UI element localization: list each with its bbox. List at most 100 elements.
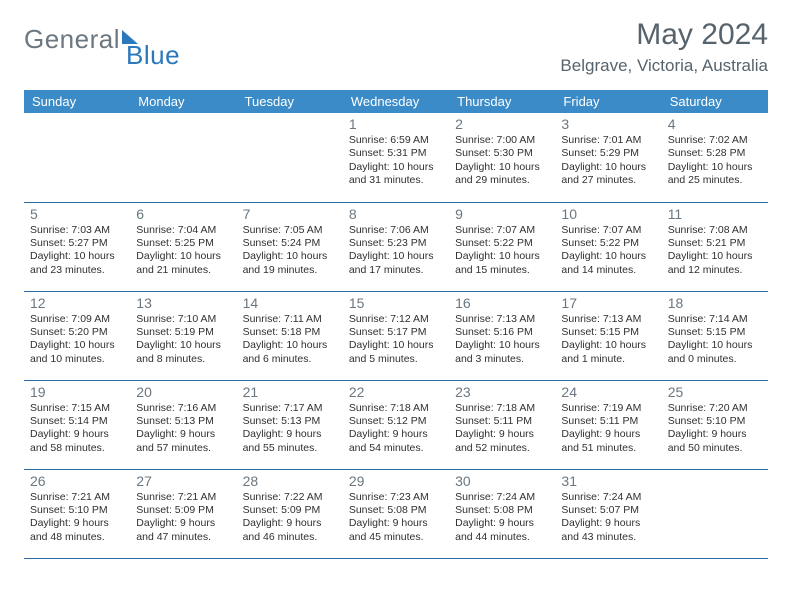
day-cell <box>662 469 768 558</box>
day-number: 8 <box>349 206 443 222</box>
day-info: Sunrise: 7:13 AMSunset: 5:16 PMDaylight:… <box>455 313 549 367</box>
day-cell <box>24 113 130 202</box>
day-info: Sunrise: 7:18 AMSunset: 5:11 PMDaylight:… <box>455 402 549 456</box>
day-cell: 15 Sunrise: 7:12 AMSunset: 5:17 PMDayligh… <box>343 291 449 380</box>
day-number: 18 <box>668 295 762 311</box>
day-info: Sunrise: 7:09 AMSunset: 5:20 PMDaylight:… <box>30 313 124 367</box>
day-number: 27 <box>136 473 230 489</box>
day-number: 15 <box>349 295 443 311</box>
day-cell: 20Sunrise: 7:16 AMSunset: 5:13 PMDayligh… <box>130 380 236 469</box>
day-info: Sunrise: 7:10 AMSunset: 5:19 PMDaylight:… <box>136 313 230 367</box>
day-number: 20 <box>136 384 230 400</box>
day-cell: 23 Sunrise: 7:18 AMSunset: 5:11 PMDayligh… <box>449 380 555 469</box>
day-header: Wednesday <box>343 90 449 113</box>
day-header: Monday <box>130 90 236 113</box>
day-cell: 25Sunrise: 7:20 AMSunset: 5:10 PMDayligh… <box>662 380 768 469</box>
day-cell: 24 Sunrise: 7:19 AMSunset: 5:11 PMDayligh… <box>555 380 661 469</box>
day-number: 17 <box>561 295 655 311</box>
day-info: Sunrise: 7:24 AMSunset: 5:08 PMDaylight:… <box>455 491 549 545</box>
day-info: Sunrise: 7:15 AMSunset: 5:14 PMDaylight:… <box>30 402 124 456</box>
day-header: Tuesday <box>237 90 343 113</box>
title-block: May 2024 Belgrave, Victoria, Australia <box>560 18 768 76</box>
day-info: Sunrise: 7:21 AMSunset: 5:09 PMDaylight:… <box>136 491 230 545</box>
day-cell: 30 Sunrise: 7:24 AMSunset: 5:08 PMDayligh… <box>449 469 555 558</box>
day-number: 14 <box>243 295 337 311</box>
day-info: Sunrise: 7:11 AMSunset: 5:18 PMDaylight:… <box>243 313 337 367</box>
logo-text-part2: Blue <box>126 40 180 71</box>
day-cell: 3 Sunrise: 7:01 AMSunset: 5:29 PMDaylight… <box>555 113 661 202</box>
day-header: Thursday <box>449 90 555 113</box>
header-row: General Blue May 2024 Belgrave, Victoria… <box>24 18 768 76</box>
day-number: 6 <box>136 206 230 222</box>
day-number: 12 <box>30 295 124 311</box>
day-info: Sunrise: 7:21 AMSunset: 5:10 PMDaylight:… <box>30 491 124 545</box>
day-cell: 16 Sunrise: 7:13 AMSunset: 5:16 PMDayligh… <box>449 291 555 380</box>
day-cell: 26 Sunrise: 7:21 AMSunset: 5:10 PMDayligh… <box>24 469 130 558</box>
day-cell: 11 Sunrise: 7:08 AMSunset: 5:21 PMDayligh… <box>662 202 768 291</box>
day-cell: 19 Sunrise: 7:15 AMSunset: 5:14 PMDayligh… <box>24 380 130 469</box>
day-number: 30 <box>455 473 549 489</box>
day-number: 11 <box>668 206 762 222</box>
day-info: Sunrise: 7:19 AMSunset: 5:11 PMDaylight:… <box>561 402 655 456</box>
day-number: 23 <box>455 384 549 400</box>
day-info: Sunrise: 7:07 AMSunset: 5:22 PMDaylight:… <box>455 224 549 278</box>
day-info: Sunrise: 7:02 AMSunset: 5:28 PMDaylight:… <box>668 134 762 188</box>
day-number: 3 <box>561 116 655 132</box>
day-info: Sunrise: 7:14 AMSunset: 5:15 PMDaylight:… <box>668 313 762 367</box>
day-info: Sunrise: 7:05 AMSunset: 5:24 PMDaylight:… <box>243 224 337 278</box>
day-info: Sunrise: 7:06 AMSunset: 5:23 PMDaylight:… <box>349 224 443 278</box>
day-cell: 21 Sunrise: 7:17 AMSunset: 5:13 PMDayligh… <box>237 380 343 469</box>
week-row: 19 Sunrise: 7:15 AMSunset: 5:14 PMDayligh… <box>24 380 768 469</box>
day-cell: 4Sunrise: 7:02 AMSunset: 5:28 PMDaylight… <box>662 113 768 202</box>
day-number: 10 <box>561 206 655 222</box>
day-cell: 1 Sunrise: 6:59 AMSunset: 5:31 PMDaylight… <box>343 113 449 202</box>
day-info: Sunrise: 7:12 AMSunset: 5:17 PMDaylight:… <box>349 313 443 367</box>
day-cell: 27 Sunrise: 7:21 AMSunset: 5:09 PMDayligh… <box>130 469 236 558</box>
logo: General Blue <box>24 24 180 55</box>
day-number: 16 <box>455 295 549 311</box>
week-row: 26 Sunrise: 7:21 AMSunset: 5:10 PMDayligh… <box>24 469 768 558</box>
day-info: Sunrise: 7:01 AMSunset: 5:29 PMDaylight:… <box>561 134 655 188</box>
day-number: 19 <box>30 384 124 400</box>
day-number: 26 <box>30 473 124 489</box>
day-cell: 28 Sunrise: 7:22 AMSunset: 5:09 PMDayligh… <box>237 469 343 558</box>
day-number: 9 <box>455 206 549 222</box>
calendar-page: General Blue May 2024 Belgrave, Victoria… <box>0 0 792 559</box>
day-cell: 6Sunrise: 7:04 AMSunset: 5:25 PMDaylight… <box>130 202 236 291</box>
calendar-table: SundayMondayTuesdayWednesdayThursdayFrid… <box>24 90 768 559</box>
day-cell: 12 Sunrise: 7:09 AMSunset: 5:20 PMDayligh… <box>24 291 130 380</box>
week-row: 12 Sunrise: 7:09 AMSunset: 5:20 PMDayligh… <box>24 291 768 380</box>
day-cell: 22Sunrise: 7:18 AMSunset: 5:12 PMDayligh… <box>343 380 449 469</box>
day-cell: 14 Sunrise: 7:11 AMSunset: 5:18 PMDayligh… <box>237 291 343 380</box>
day-cell <box>237 113 343 202</box>
day-cell: 8 Sunrise: 7:06 AMSunset: 5:23 PMDaylight… <box>343 202 449 291</box>
day-number: 1 <box>349 116 443 132</box>
day-number: 29 <box>349 473 443 489</box>
day-number: 21 <box>243 384 337 400</box>
day-number: 31 <box>561 473 655 489</box>
calendar-body: 1 Sunrise: 6:59 AMSunset: 5:31 PMDaylight… <box>24 113 768 558</box>
day-header: Sunday <box>24 90 130 113</box>
day-number: 24 <box>561 384 655 400</box>
day-info: Sunrise: 7:08 AMSunset: 5:21 PMDaylight:… <box>668 224 762 278</box>
day-number: 7 <box>243 206 337 222</box>
day-info: Sunrise: 7:24 AMSunset: 5:07 PMDaylight:… <box>561 491 655 545</box>
location: Belgrave, Victoria, Australia <box>560 56 768 76</box>
day-cell: 13Sunrise: 7:10 AMSunset: 5:19 PMDayligh… <box>130 291 236 380</box>
day-cell: 29Sunrise: 7:23 AMSunset: 5:08 PMDayligh… <box>343 469 449 558</box>
day-info: Sunrise: 6:59 AMSunset: 5:31 PMDaylight:… <box>349 134 443 188</box>
day-cell: 10Sunrise: 7:07 AMSunset: 5:22 PMDayligh… <box>555 202 661 291</box>
day-info: Sunrise: 7:17 AMSunset: 5:13 PMDaylight:… <box>243 402 337 456</box>
day-info: Sunrise: 7:13 AMSunset: 5:15 PMDaylight:… <box>561 313 655 367</box>
day-header: Saturday <box>662 90 768 113</box>
day-info: Sunrise: 7:03 AMSunset: 5:27 PMDaylight:… <box>30 224 124 278</box>
day-info: Sunrise: 7:00 AMSunset: 5:30 PMDaylight:… <box>455 134 549 188</box>
day-number: 22 <box>349 384 443 400</box>
week-row: 1 Sunrise: 6:59 AMSunset: 5:31 PMDaylight… <box>24 113 768 202</box>
day-cell: 17 Sunrise: 7:13 AMSunset: 5:15 PMDayligh… <box>555 291 661 380</box>
day-info: Sunrise: 7:22 AMSunset: 5:09 PMDaylight:… <box>243 491 337 545</box>
day-number: 28 <box>243 473 337 489</box>
day-header: Friday <box>555 90 661 113</box>
day-info: Sunrise: 7:20 AMSunset: 5:10 PMDaylight:… <box>668 402 762 456</box>
day-cell: 31 Sunrise: 7:24 AMSunset: 5:07 PMDayligh… <box>555 469 661 558</box>
